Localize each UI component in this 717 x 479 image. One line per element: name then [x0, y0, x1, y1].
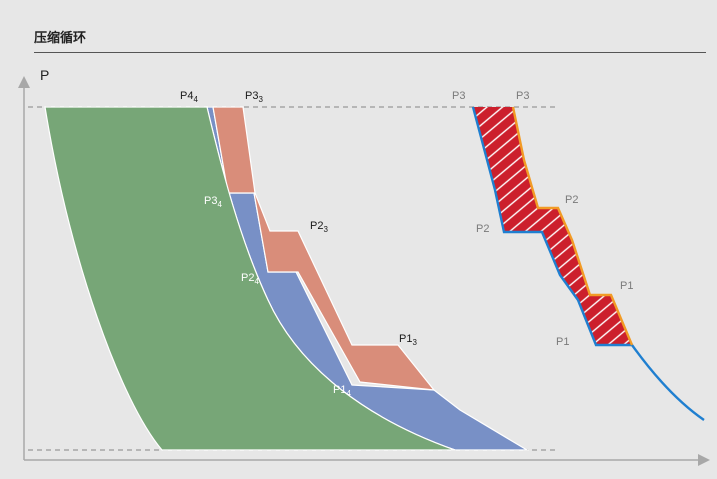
- title-divider: [34, 52, 706, 53]
- hatched-work-region: [473, 107, 632, 345]
- label-p3-left: P3: [452, 90, 465, 102]
- label-p4-4: P44: [180, 90, 198, 104]
- label-p1-3: P13: [399, 333, 417, 347]
- label-p3-3-top: P33: [245, 90, 263, 104]
- label-p3-right: P3: [516, 90, 529, 102]
- green-region: [44, 106, 456, 451]
- salmon-region: [212, 106, 436, 391]
- label-p1-left: P1: [556, 336, 569, 348]
- label-p1-right: P1: [620, 280, 633, 292]
- label-p3-4: P34: [204, 195, 222, 209]
- orange-compression-curve: [511, 106, 634, 346]
- label-p2-3: P23: [310, 220, 328, 234]
- label-p2-4: P24: [241, 272, 259, 286]
- label-p2-right: P2: [565, 194, 578, 206]
- blue-compression-curve: [471, 106, 705, 421]
- label-p1-4: P14: [333, 384, 351, 398]
- y-axis-label: P: [40, 67, 49, 83]
- figure-title: 压缩循环: [34, 31, 87, 46]
- label-p2-left: P2: [476, 223, 489, 235]
